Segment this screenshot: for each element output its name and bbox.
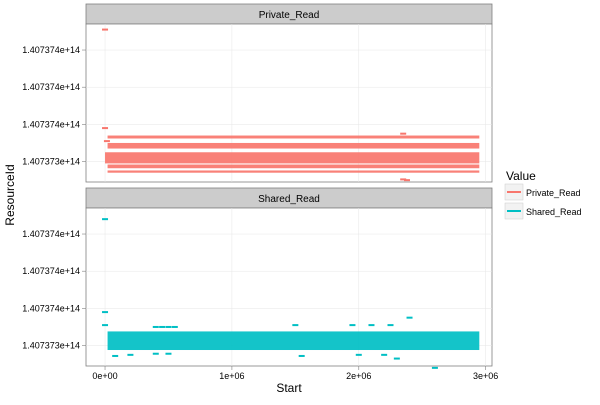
x-tick-label: 1e+06 xyxy=(219,371,244,381)
y-axis-shared-read: 1.407373e+14 1.407374e+14 1.407374e+14 1.40… xyxy=(22,229,86,351)
data-point-private-read-2 xyxy=(103,140,110,143)
y-tick-label-private-read: 1.407373e+14 xyxy=(22,157,80,167)
data-band-private-read-2 xyxy=(107,164,480,169)
data-point-private-read-4 xyxy=(400,178,407,181)
data-point-shared-read-13 xyxy=(349,324,356,327)
data-point-shared-read-17 xyxy=(387,324,394,327)
data-point-shared-read-2 xyxy=(102,324,109,327)
legend-label-private-read: Private_Read xyxy=(526,188,581,198)
data-point-private-read-1 xyxy=(102,127,109,130)
data-point-shared-read-19 xyxy=(406,316,413,319)
data-band-private-read-1 xyxy=(107,142,480,149)
facet-private-read: Private_Read 1.407373e+141.407374e+141.4… xyxy=(22,3,493,183)
data-point-shared-read-6 xyxy=(159,325,166,328)
x-axis: 0e+00 1e+06 2e+06 3e+06 xyxy=(92,366,498,381)
x-tick-label: 0e+00 xyxy=(92,371,117,381)
y-axis-title: ResourceId xyxy=(3,164,17,225)
data-band-private-read-3 xyxy=(107,170,480,173)
facet-title-private-read: Private_Read xyxy=(259,10,320,21)
data-band-shared-read-0 xyxy=(107,331,480,351)
data-point-shared-read-15 xyxy=(368,324,375,327)
facet-title-shared-read: Shared_Read xyxy=(258,194,320,205)
data-point-shared-read-11 xyxy=(292,324,299,327)
data-point-shared-read-4 xyxy=(127,353,134,356)
facet-shared-read: Shared_Read 1.407373e+141.407374e+141.40… xyxy=(22,187,493,369)
data-point-shared-read-9 xyxy=(152,352,159,355)
data-point-shared-read-18 xyxy=(393,357,400,360)
data-private-read xyxy=(102,28,480,182)
x-tick-label: 3e+06 xyxy=(473,371,498,381)
data-point-private-read-0 xyxy=(102,28,109,31)
y-tick-label-shared-read: 1.407373e+14 xyxy=(22,341,80,351)
data-point-shared-read-3 xyxy=(112,354,119,357)
y-tick-label-shared-read: 1.407374e+14 xyxy=(22,229,80,239)
x-axis-title: Start xyxy=(276,381,302,395)
data-band-private-read-4 xyxy=(107,135,480,139)
data-point-private-read-3 xyxy=(400,132,407,135)
y-tick-label-private-read: 1.407374e+14 xyxy=(22,82,80,92)
data-shared-read xyxy=(102,218,480,369)
data-point-shared-read-10 xyxy=(165,352,172,355)
data-point-shared-read-1 xyxy=(102,311,109,314)
data-point-shared-read-20 xyxy=(431,366,438,369)
y-tick-label-shared-read: 1.407374e+14 xyxy=(22,266,80,276)
legend: Value Private_Read Shared_Read xyxy=(504,169,582,220)
data-point-private-read-5 xyxy=(403,179,410,182)
legend-item-shared-read: Shared_Read xyxy=(504,202,582,220)
data-band-private-read-0 xyxy=(105,152,480,164)
y-tick-label-shared-read: 1.407374e+14 xyxy=(22,303,80,313)
data-point-shared-read-16 xyxy=(381,353,388,356)
legend-item-private-read: Private_Read xyxy=(504,183,581,201)
data-point-shared-read-7 xyxy=(165,325,172,328)
data-point-shared-read-0 xyxy=(102,218,109,221)
data-point-shared-read-8 xyxy=(171,325,178,328)
legend-label-shared-read: Shared_Read xyxy=(526,207,582,217)
y-axis-private-read: 1.407373e+14 1.407374e+14 1.407374e+14 1.40… xyxy=(22,45,86,167)
x-tick-label: 2e+06 xyxy=(346,371,371,381)
legend-title: Value xyxy=(506,169,536,183)
y-tick-label-private-read: 1.407374e+14 xyxy=(22,119,80,129)
data-point-shared-read-5 xyxy=(152,325,159,328)
y-tick-label-private-read: 1.407374e+14 xyxy=(22,45,80,55)
data-point-shared-read-14 xyxy=(355,353,362,356)
data-point-shared-read-12 xyxy=(298,354,305,357)
